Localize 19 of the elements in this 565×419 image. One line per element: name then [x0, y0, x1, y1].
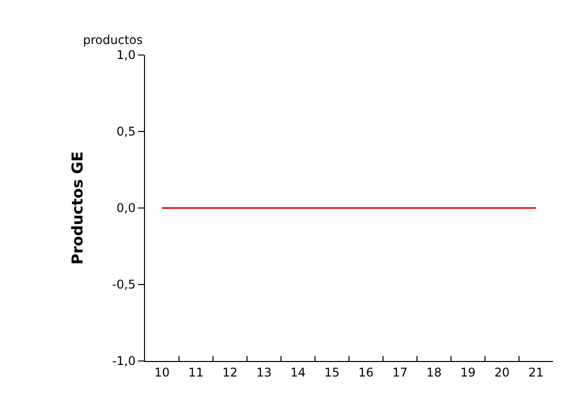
x-tick-label: 15 [324, 365, 340, 380]
x-tick-label: 16 [358, 365, 374, 380]
x-tick-label: 21 [528, 365, 544, 380]
x-tick-label: 13 [256, 365, 272, 380]
x-tick-label: 10 [154, 365, 170, 380]
x-tick-label: 14 [290, 365, 306, 380]
x-tick-label: 11 [188, 365, 204, 380]
x-tick-label: 17 [392, 365, 408, 380]
x-tick-label: 19 [460, 365, 476, 380]
y-tick-label: 0,0 [116, 201, 136, 216]
text: productos [83, 33, 143, 47]
x-tick-label: 12 [222, 365, 238, 380]
y-tick-label: 0,5 [116, 124, 136, 139]
y-tick-label: -0,5 [112, 278, 136, 292]
y-tick-label: 1,0 [116, 48, 136, 62]
x-tick-label: 18 [426, 365, 442, 380]
y-axis-title: Productos GE [68, 151, 86, 265]
x-tick-label: 20 [494, 365, 510, 380]
y-tick-label: -1,0 [112, 354, 136, 368]
